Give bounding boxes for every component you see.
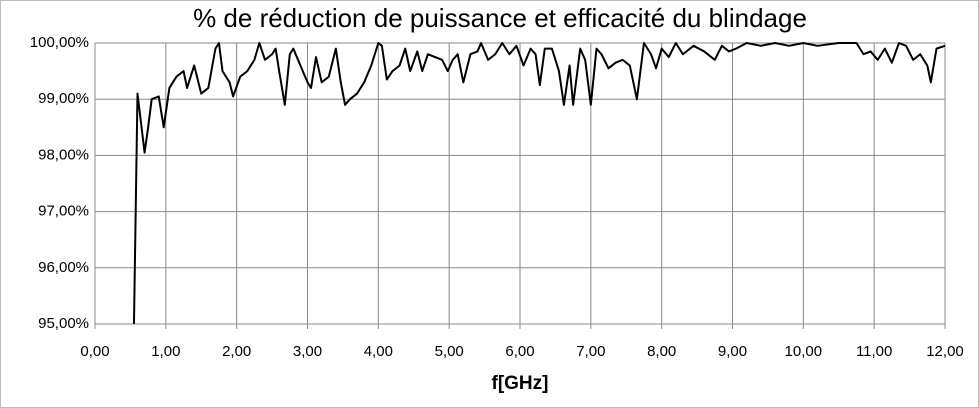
x-tick-label: 8,00	[647, 343, 676, 360]
y-tick-label: 97,00%	[38, 203, 89, 220]
x-axis-label: f[GHz]	[492, 373, 549, 394]
y-tick-label: 98,00%	[38, 146, 89, 163]
chart-title: % de réduction de puissance et efficacit…	[193, 3, 807, 33]
x-tick-label: 11,00	[856, 343, 892, 360]
x-tick-label: 4,00	[364, 343, 393, 360]
x-tick-label: 9,00	[718, 343, 747, 360]
x-tick-label: 1,00	[151, 343, 180, 360]
x-tick-label: 5,00	[435, 343, 464, 360]
y-tick-label: 96,00%	[38, 259, 89, 276]
x-tick-label: 0,00	[80, 343, 109, 360]
x-tick-label: 3,00	[293, 343, 322, 360]
y-tick-label: 99,00%	[38, 90, 89, 107]
x-tick-label: 6,00	[505, 343, 534, 360]
y-tick-label: 100,00%	[30, 34, 89, 51]
x-tick-label: 10,00	[785, 343, 823, 360]
x-tick-label: 2,00	[222, 343, 251, 360]
x-tick-label: 12,00	[926, 343, 964, 360]
data-line	[132, 42, 946, 325]
x-tick-label: 7,00	[576, 343, 605, 360]
y-tick-label: 95,00%	[38, 315, 89, 332]
